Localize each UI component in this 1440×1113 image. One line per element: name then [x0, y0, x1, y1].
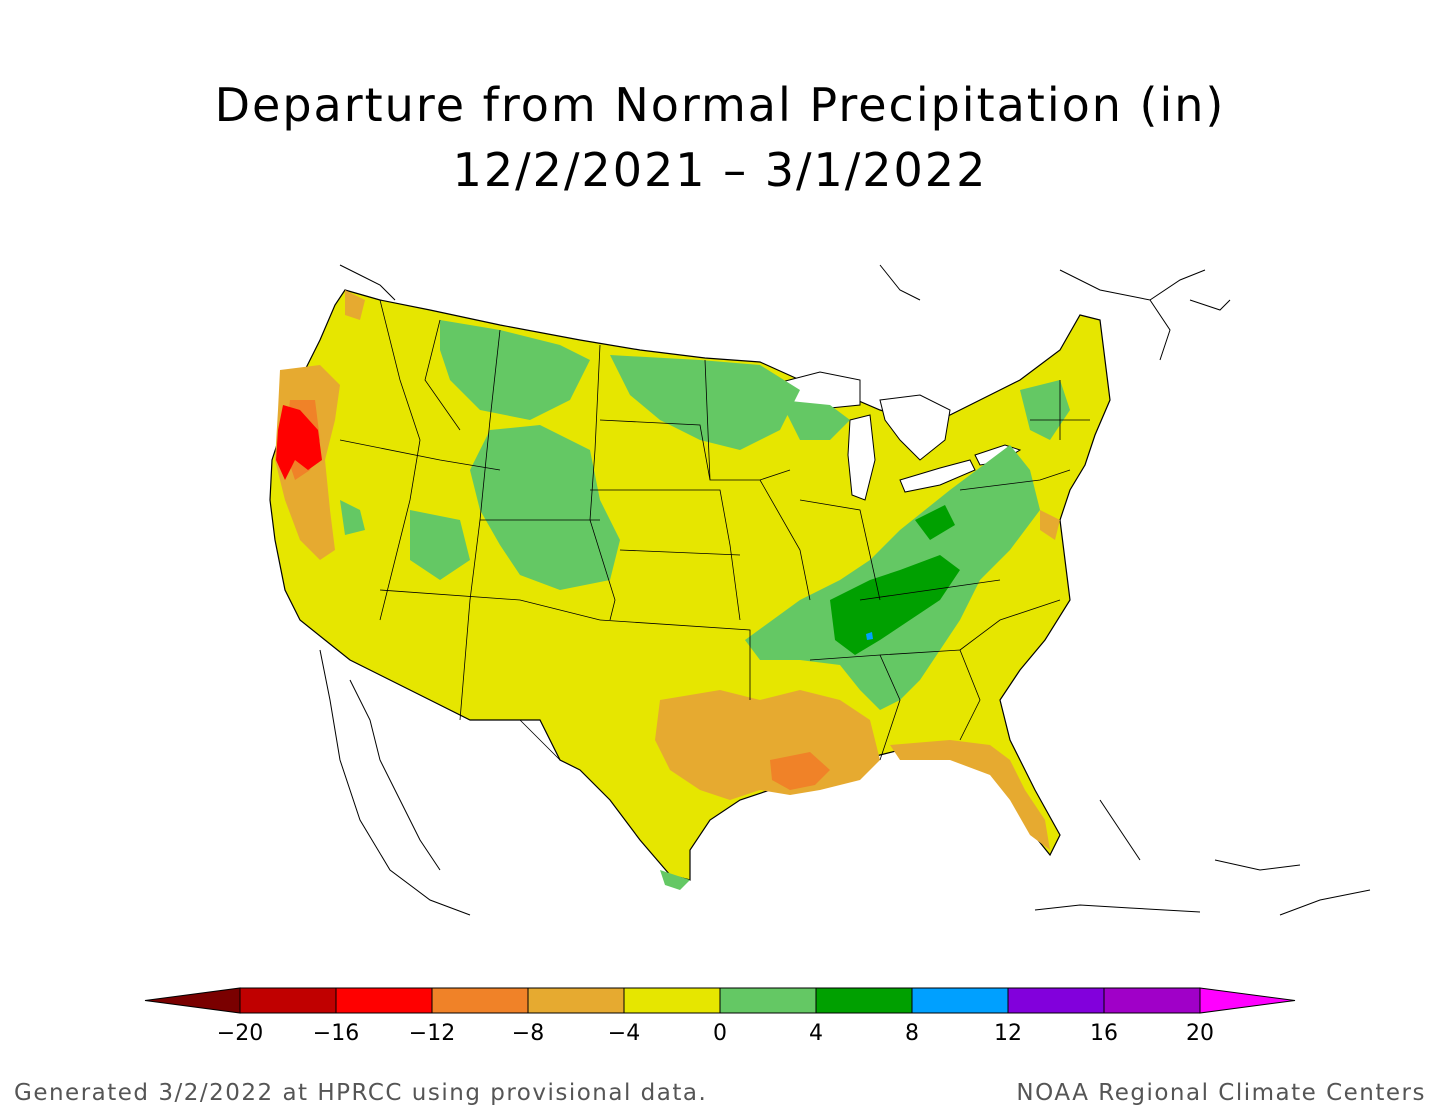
- negative-anomaly-strong: [276, 405, 322, 480]
- legend-tick-label: −12: [409, 1021, 455, 1046]
- map-title: Departure from Normal Precipitation (in): [214, 78, 1226, 132]
- precipitation-map: [269, 264, 1371, 916]
- positive-anomaly-strong: [866, 632, 873, 640]
- legend-tick-label: 4: [809, 1021, 823, 1046]
- legend-swatch: [623, 987, 721, 1014]
- legend-tick-label: −4: [608, 1021, 640, 1046]
- source-credit: NOAA Regional Climate Centers: [1016, 1080, 1426, 1106]
- legend-tick-label: 16: [1090, 1021, 1118, 1046]
- legend-swatch: [527, 987, 625, 1014]
- legend-tick-label: 8: [905, 1021, 919, 1046]
- legend-tick-label: −20: [217, 1021, 263, 1046]
- legend-swatch: [1007, 987, 1105, 1014]
- legend-arrow-high: [1199, 987, 1296, 1014]
- legend-swatch: [1103, 987, 1201, 1014]
- legend-swatch: [815, 987, 913, 1014]
- legend-tick-label: 12: [994, 1021, 1022, 1046]
- map-date-range: 12/2/2021 – 3/1/2022: [452, 143, 988, 197]
- state-boundaries: [339, 299, 1090, 761]
- great-lakes: [769, 371, 1022, 501]
- legend-tick-label: −8: [512, 1021, 544, 1046]
- neighbor-coastlines: [319, 264, 1371, 916]
- legend-swatch: [911, 987, 1009, 1014]
- legend-tick-label: 20: [1186, 1021, 1214, 1046]
- legend-tick-label: 0: [713, 1021, 727, 1046]
- legend-tick-label: −16: [313, 1021, 359, 1046]
- legend-arrow-low: [144, 987, 241, 1014]
- generated-note: Generated 3/2/2022 at HPRCC using provis…: [14, 1080, 708, 1106]
- positive-anomaly-medium: [830, 505, 960, 655]
- legend-swatch: [239, 987, 337, 1014]
- legend-swatch: [719, 987, 817, 1014]
- legend-swatch: [431, 987, 529, 1014]
- legend-swatch: [335, 987, 433, 1014]
